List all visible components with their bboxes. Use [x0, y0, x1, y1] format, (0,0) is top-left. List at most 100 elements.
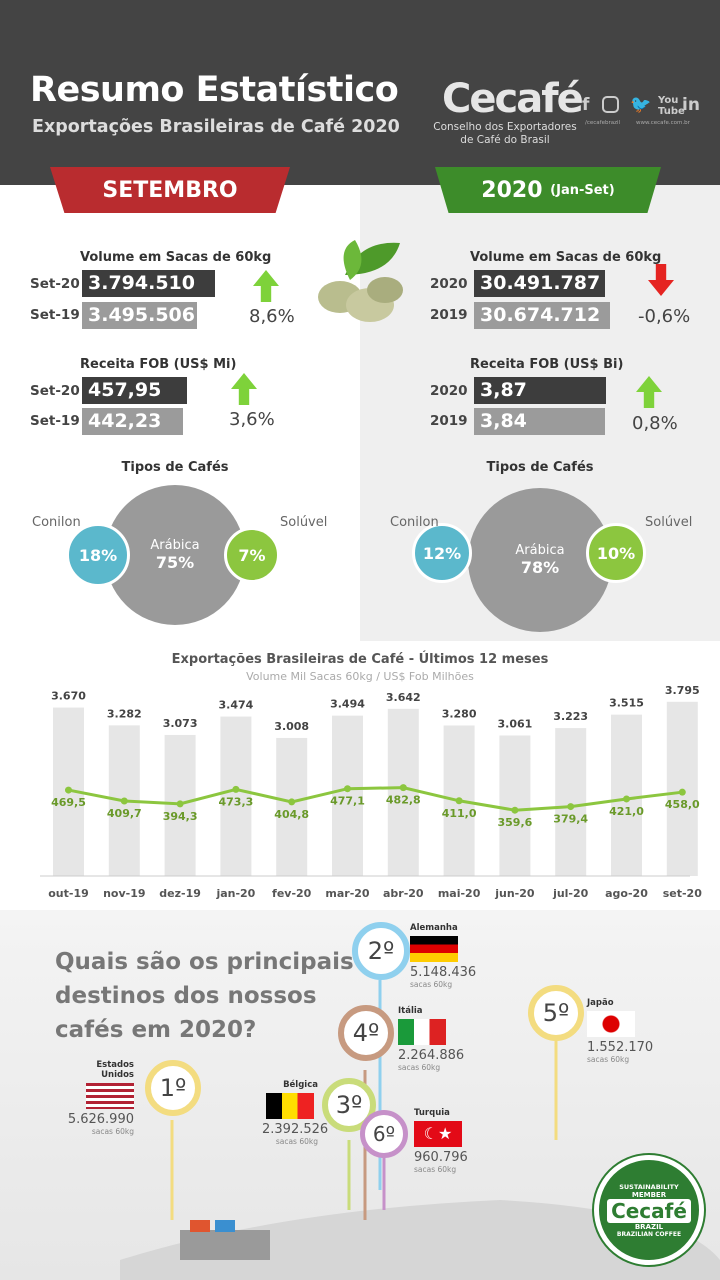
volume-bar-label: 3.073 [163, 717, 198, 730]
conilon-label: Conilon [390, 515, 439, 530]
volume-label: Volume em Sacas de 60kg [470, 250, 662, 265]
country-value: 1.552.170 [587, 1040, 654, 1055]
fob-point-label: 458,0 [665, 798, 700, 811]
rank-pin-2: 2º [352, 922, 410, 980]
volume-bar-label: 3.223 [553, 710, 588, 723]
country-value: 960.796 [414, 1150, 468, 1165]
month-tick-label: abr-20 [383, 887, 424, 900]
fob-point-label: 477,1 [330, 795, 365, 808]
usa-flag-icon [86, 1083, 134, 1109]
ribbon-label: 2020 [481, 177, 543, 203]
fob-point [399, 784, 407, 792]
volume-bar [611, 714, 642, 876]
unit-label: sacas 60kg [414, 1165, 457, 1174]
seal-text: BRAZIL [634, 1222, 664, 1231]
volume-change: -0,6% [638, 306, 691, 327]
facebook-icon[interactable]: f [582, 95, 590, 115]
volume-label: Volume em Sacas de 60kg [80, 250, 272, 265]
volume-bar-label: 3.061 [498, 718, 533, 731]
volume-bar [276, 737, 308, 876]
fob-point-label: 469,5 [51, 796, 86, 809]
receita-bar-previous: 442,23 [82, 408, 183, 435]
country-japan: Japão 1.552.170 sacas 60kg [587, 998, 653, 1064]
fob-point-label: 411,0 [442, 807, 477, 820]
ribbon-setembro: SETEMBRO [50, 167, 290, 213]
fob-point [120, 797, 128, 805]
country-usa: Estados Unidos 5.626.990 sacas 60kg [64, 1060, 134, 1136]
receita-label: Receita FOB (US$ Mi) [80, 357, 237, 372]
volume-bar-label: 3.515 [609, 697, 644, 710]
month-tick-label: mar-20 [325, 887, 370, 900]
rank-pin-6: 6º [360, 1110, 408, 1158]
tipos-title: Tipos de Cafés [121, 460, 229, 475]
arrow-up-icon [253, 270, 279, 302]
conilon-circle: 12% [412, 523, 472, 583]
rank-pin-4: 4º [338, 1005, 394, 1061]
fob-point [65, 786, 72, 794]
seal-logo: Cecafé [607, 1198, 691, 1223]
receita-label: Receita FOB (US$ Bi) [470, 357, 624, 372]
row-label: Set-19 [30, 307, 80, 323]
month-tick-label: ago-20 [605, 887, 648, 900]
fob-point [455, 797, 463, 805]
fob-point-label: 379,4 [553, 813, 588, 826]
month-tick-label: dez-19 [159, 887, 201, 900]
country-name: Japão [587, 998, 614, 1008]
page-subtitle: Exportações Brasileiras de Café 2020 [32, 117, 400, 137]
unit-label: sacas 60kg [398, 1063, 441, 1072]
volume-bar-label: 3.008 [274, 720, 309, 733]
country-name: Estados Unidos [96, 1060, 134, 1080]
chart-subtitle: Volume Mil Sacas 60kg / US$ Fob Milhões [246, 670, 474, 683]
header [0, 0, 720, 185]
volume-bar-current: 3.794.510 [82, 270, 215, 297]
fob-point [511, 806, 519, 814]
volume-bar [499, 735, 531, 876]
seal-text: BRAZILIAN COFFEE [616, 1230, 682, 1238]
soluvel-value: 10% [596, 543, 636, 563]
month-tick-label: mai-20 [438, 887, 481, 900]
cecafe-logo: Cecafé [442, 76, 584, 122]
unit-label: sacas 60kg [275, 1137, 318, 1146]
volume-bar-previous: 30.674.712 [474, 302, 610, 329]
fob-point [232, 785, 240, 793]
country-germany: Alemanha 5.148.436 sacas 60kg [410, 923, 476, 989]
month-tick-label: jul-20 [552, 887, 589, 900]
arabica-value: 78% [520, 558, 560, 577]
twitter-icon[interactable]: 🐦 [630, 95, 652, 115]
volume-bar-previous: 3.495.506 [82, 302, 197, 329]
destinations-question: Quais são os principais destinos dos noss… [55, 945, 354, 1047]
receita-bar-current: 3,87 [474, 377, 606, 404]
fob-point [344, 785, 351, 793]
volume-bar [387, 708, 419, 876]
volume-bar-label: 3.670 [51, 690, 86, 703]
japan-flag-icon [587, 1011, 635, 1037]
rank-pin-5: 5º [528, 985, 584, 1041]
youtube-icon[interactable]: You Tube [658, 95, 685, 117]
fob-point [623, 795, 630, 803]
fob-point [567, 803, 575, 811]
conilon-label: Conilon [32, 515, 81, 530]
tipos-title: Tipos de Cafés [486, 460, 594, 475]
chart-title: Exportações Brasileiras de Café - Último… [171, 652, 549, 667]
ribbon-sublabel: (Jan-Set) [550, 182, 615, 198]
fob-point-label: 404,8 [274, 808, 309, 821]
soluvel-label: Solúvel [645, 515, 693, 530]
fob-point-label: 409,7 [107, 807, 142, 820]
volume-bar [220, 716, 252, 876]
instagram-icon[interactable] [602, 96, 619, 113]
unit-label: sacas 60kg [91, 1127, 134, 1136]
fob-point [176, 800, 184, 808]
fob-point [678, 788, 686, 796]
receita-bar-previous: 3,84 [474, 408, 605, 435]
country-belgium: Bélgica 2.392.526 sacas 60kg [262, 1080, 328, 1146]
arabica-label: Arábica [150, 538, 200, 553]
arabica-label: Arábica [515, 543, 565, 558]
volume-bar [332, 715, 363, 876]
monthly-exports-chart: 3.670 out-19 3.282 nov-19 3.073 dez-19 3.474 ja… [40, 684, 702, 900]
ribbon-label: SETEMBRO [102, 177, 238, 203]
country-name: Itália [398, 1006, 423, 1016]
receita-bar-current: 457,95 [82, 377, 187, 404]
volume-bar-label: 3.474 [219, 699, 254, 712]
country-name: Turquia [414, 1108, 450, 1118]
linkedin-icon[interactable]: in [682, 95, 700, 115]
